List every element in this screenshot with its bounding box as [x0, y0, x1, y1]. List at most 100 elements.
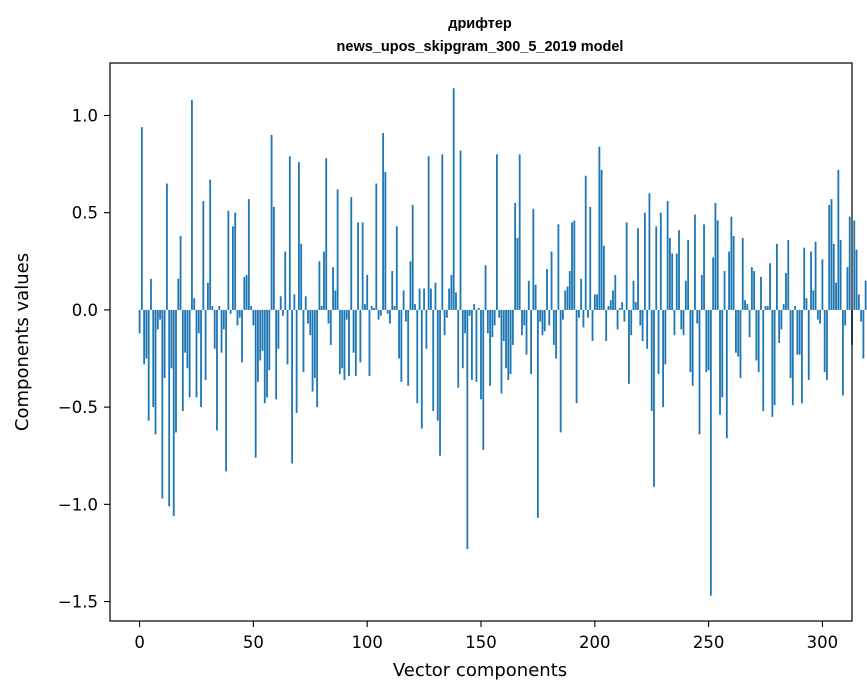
bar-31 — [209, 179, 212, 310]
bar-270 — [753, 271, 756, 310]
bar-182 — [552, 309, 555, 345]
bar-250 — [707, 309, 710, 371]
bar-132 — [439, 309, 441, 456]
bar-181 — [550, 251, 553, 310]
bar-273 — [760, 276, 762, 310]
bar-298 — [816, 309, 819, 320]
bar-168 — [521, 309, 523, 336]
bar-150 — [480, 309, 482, 400]
bar-117 — [404, 309, 407, 322]
bar-69 — [295, 309, 298, 413]
bar-219 — [637, 228, 639, 310]
bar-264 — [739, 309, 742, 378]
bar-89 — [341, 309, 344, 369]
bar-293 — [805, 298, 808, 310]
bar-287 — [791, 309, 794, 406]
bar-145 — [468, 309, 471, 316]
bar-317 — [860, 309, 863, 322]
bar-216 — [630, 309, 633, 336]
bar-152 — [484, 265, 487, 310]
y-tick-label: 1.0 — [72, 106, 98, 125]
bar-299 — [819, 309, 822, 324]
bar-230 — [662, 309, 664, 408]
bar-100 — [366, 274, 369, 310]
y-tick-label: −1.5 — [58, 593, 98, 612]
bar-207 — [609, 300, 612, 310]
bar-155 — [491, 309, 494, 338]
bar-159 — [500, 309, 503, 394]
bar-226 — [653, 309, 655, 487]
bar-115 — [400, 309, 403, 382]
bar-257 — [723, 271, 726, 310]
bar-148 — [475, 309, 478, 382]
bar-234 — [671, 253, 674, 310]
bar-312 — [848, 216, 851, 310]
bar-289 — [796, 309, 799, 355]
bar-222 — [643, 212, 646, 310]
bar-318 — [862, 309, 865, 359]
bar-274 — [762, 309, 765, 412]
bar-202 — [598, 146, 601, 310]
bar-286 — [789, 309, 792, 378]
bar-131 — [436, 309, 439, 421]
bar-39 — [227, 210, 230, 310]
bar-114 — [398, 309, 400, 359]
bar-251 — [709, 309, 712, 596]
bar-190 — [571, 222, 573, 310]
bar-25 — [195, 309, 198, 398]
bar-18 — [179, 236, 182, 310]
bar-122 — [416, 309, 419, 404]
bar-288 — [794, 306, 797, 310]
bar-75 — [309, 309, 312, 336]
bar-163 — [509, 309, 512, 375]
bar-258 — [725, 309, 728, 439]
bar-4 — [147, 309, 150, 421]
bar-221 — [641, 309, 644, 342]
bar-300 — [821, 259, 824, 310]
bar-1 — [140, 127, 143, 310]
bar-21 — [186, 309, 189, 369]
bar-120 — [411, 204, 414, 310]
bar-220 — [639, 309, 642, 326]
bar-262 — [735, 309, 737, 353]
bar-51 — [254, 309, 257, 458]
bar-119 — [409, 261, 412, 310]
bar-266 — [744, 300, 746, 310]
bar-217 — [632, 280, 635, 310]
bar-130 — [434, 282, 437, 310]
bar-138 — [452, 88, 455, 310]
bar-303 — [828, 204, 831, 310]
bar-210 — [616, 309, 619, 330]
bar-180 — [548, 309, 551, 326]
bar-34 — [216, 309, 218, 431]
bar-292 — [803, 247, 806, 310]
bar-128 — [430, 288, 432, 310]
bar-108 — [384, 171, 387, 310]
bar-52 — [257, 309, 259, 382]
bar-157 — [496, 154, 498, 310]
bar-278 — [771, 309, 774, 417]
bar-78 — [316, 309, 319, 408]
bar-229 — [659, 212, 662, 310]
bar-62 — [279, 296, 282, 310]
bar-248 — [703, 224, 705, 310]
bar-80 — [320, 306, 323, 310]
bar-187 — [564, 290, 567, 310]
bar-265 — [741, 237, 744, 310]
bar-90 — [343, 309, 346, 380]
bar-85 — [332, 267, 334, 310]
bar-213 — [623, 309, 626, 322]
bar-27 — [200, 309, 202, 408]
bar-228 — [657, 309, 660, 375]
bar-283 — [782, 304, 785, 310]
bar-81 — [323, 251, 325, 310]
bar-198 — [589, 206, 592, 310]
bar-279 — [773, 309, 776, 406]
bar-6 — [152, 309, 155, 408]
bar-170 — [525, 309, 528, 355]
bar-33 — [213, 309, 216, 349]
bar-107 — [382, 132, 385, 310]
bar-194 — [580, 278, 583, 310]
bar-134 — [443, 309, 446, 336]
bar-133 — [441, 154, 444, 310]
